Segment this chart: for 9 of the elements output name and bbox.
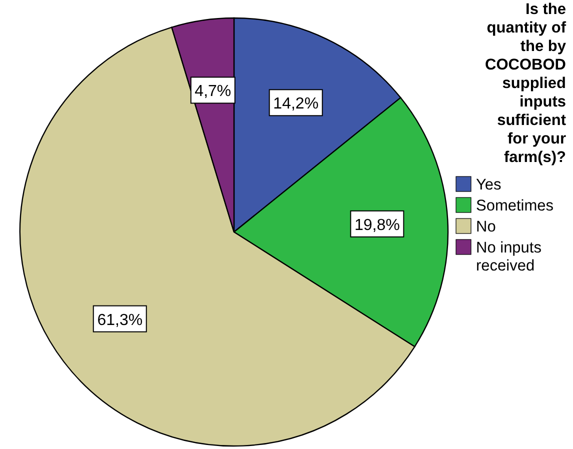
data-label: 14,2%: [273, 96, 319, 113]
legend-label: No inputs received: [476, 240, 542, 274]
legend-label: No: [476, 218, 496, 236]
text: Is the quantity of the by COCOBOD supplied inputs sufficient for your farm(s)?: [485, 1, 566, 166]
legend-label: Yes: [476, 176, 502, 194]
data-label: 61,3%: [97, 312, 143, 329]
data-label: 4,7%: [194, 83, 232, 100]
legend-label: Sometimes: [476, 198, 554, 214]
data-label: 19,8%: [354, 216, 400, 234]
